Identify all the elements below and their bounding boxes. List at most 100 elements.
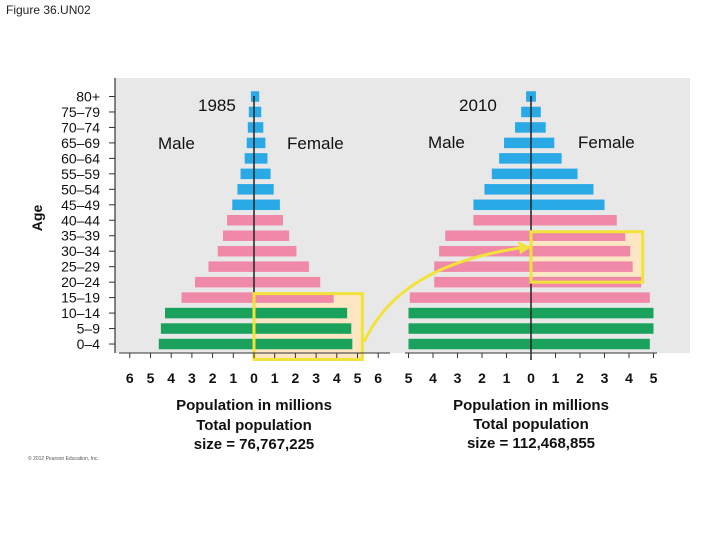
- bar-male-2010: [504, 137, 531, 149]
- total-line2-2010: size = 112,468,855: [467, 435, 595, 452]
- bar-female-2010: [531, 338, 650, 350]
- bar-male-1985: [181, 292, 254, 303]
- bar-male-2010: [521, 106, 531, 118]
- bar-male-1985: [164, 307, 254, 319]
- bar-male-1985: [246, 137, 254, 149]
- bar-male-2010: [408, 338, 531, 350]
- male-label-2010: Male: [428, 133, 465, 152]
- bar-male-1985: [250, 91, 254, 102]
- bar-female-1985: [254, 122, 264, 133]
- total-line1-2010: Total population: [473, 416, 589, 433]
- bar-female-2010: [531, 91, 536, 102]
- bar-female-1985: [254, 276, 321, 288]
- x-tick-label-2010: 4: [625, 370, 633, 386]
- bar-male-2010: [409, 292, 531, 303]
- highlight-box-border-2010: [529, 230, 645, 284]
- age-tick-label: 25–29: [61, 259, 100, 275]
- x-tick-label-1985: 5: [147, 370, 155, 386]
- x-tick-label-1985: 4: [333, 370, 341, 386]
- x-tick-label-2010: 1: [552, 370, 560, 386]
- highlight-box-border-1985: [252, 292, 364, 361]
- bar-male-2010: [499, 153, 531, 164]
- bar-male-2010: [473, 199, 531, 211]
- female-label-2010: Female: [578, 133, 635, 152]
- bar-male-1985: [195, 276, 254, 288]
- bar-male-2010: [434, 261, 531, 272]
- bar-male-1985: [158, 338, 254, 350]
- male-label-1985: Male: [158, 134, 195, 153]
- total-line2-1985: size = 76,767,225: [194, 436, 315, 453]
- age-tick-label: 30–34: [61, 243, 100, 259]
- bar-female-1985: [254, 91, 260, 102]
- bar-female-1985: [254, 323, 352, 334]
- x-axis-label-1985: Population in millions: [176, 397, 332, 414]
- bar-male-2010: [434, 276, 531, 288]
- bar-female-2010: [531, 323, 654, 334]
- age-tick-label: 0–4: [77, 336, 101, 352]
- year-label-2010: 2010: [459, 96, 497, 115]
- bar-male-1985: [248, 106, 254, 118]
- x-tick-label-1985: 6: [374, 370, 382, 386]
- bar-female-1985: [254, 106, 262, 118]
- bar-female-1985: [254, 307, 348, 319]
- bar-male-1985: [217, 245, 254, 257]
- bar-male-1985: [240, 168, 254, 180]
- bar-female-1985: [254, 230, 290, 241]
- bar-female-2010: [531, 245, 631, 257]
- x-tick-label-1985: 3: [188, 370, 196, 386]
- x-tick-label-2010: 5: [405, 370, 413, 386]
- age-tick-label: 80+: [76, 89, 100, 105]
- age-tick-label: 40–44: [61, 212, 100, 228]
- y-axis-label: Age: [29, 205, 45, 232]
- x-tick-label-1985: 3: [312, 370, 320, 386]
- x-tick-label-2010: 2: [478, 370, 486, 386]
- x-tick-label-1985: 1: [271, 370, 279, 386]
- bar-male-2010: [408, 323, 531, 334]
- bar-female-1985: [254, 137, 266, 149]
- age-tick-label: 65–69: [61, 135, 100, 151]
- bar-female-2010: [531, 184, 594, 195]
- bar-female-2010: [531, 153, 562, 164]
- copyright-notice: © 2012 Pearson Education, Inc.: [28, 456, 99, 462]
- bar-female-1985: [254, 261, 309, 272]
- bar-female-1985: [254, 292, 334, 303]
- bar-female-2010: [531, 307, 654, 319]
- bar-female-1985: [254, 168, 271, 180]
- x-tick-label-1985: 2: [209, 370, 217, 386]
- x-tick-label-2010: 3: [454, 370, 462, 386]
- x-axis-label-2010: Population in millions: [453, 397, 609, 414]
- bar-female-1985: [254, 245, 297, 257]
- arrow-head: [518, 241, 531, 255]
- bar-male-2010: [445, 230, 531, 241]
- year-label-1985: 1985: [198, 96, 236, 115]
- x-tick-label-1985: 1: [229, 370, 237, 386]
- bar-male-2010: [491, 168, 531, 180]
- female-label-1985: Female: [287, 134, 344, 153]
- bar-male-2010: [473, 215, 531, 226]
- bar-female-2010: [531, 215, 617, 226]
- bar-male-1985: [232, 199, 254, 211]
- age-tick-label: 15–19: [61, 290, 100, 306]
- x-tick-label-1985: 4: [167, 370, 175, 386]
- age-tick-label: 10–14: [61, 305, 100, 321]
- age-tick-label: 60–64: [61, 150, 100, 166]
- figure-label: Figure 36.UN02: [6, 3, 91, 17]
- bar-male-2010: [408, 307, 531, 319]
- bar-male-1985: [222, 230, 254, 241]
- x-tick-label-2010: 5: [650, 370, 658, 386]
- age-tick-label: 35–39: [61, 228, 100, 244]
- bar-male-1985: [237, 184, 254, 195]
- x-tick-label-1985: 2: [292, 370, 300, 386]
- age-tick-label: 45–49: [61, 197, 100, 213]
- bar-male-1985: [208, 261, 254, 272]
- bar-male-2010: [484, 184, 531, 195]
- x-tick-label-1985: 0: [250, 370, 258, 386]
- bar-female-2010: [531, 168, 578, 180]
- x-tick-label-2010: 1: [503, 370, 511, 386]
- bar-female-2010: [531, 292, 650, 303]
- total-line1-1985: Total population: [196, 417, 312, 434]
- x-tick-label-1985: 6: [126, 370, 134, 386]
- x-tick-label-2010: 4: [429, 370, 437, 386]
- bar-female-1985: [254, 215, 283, 226]
